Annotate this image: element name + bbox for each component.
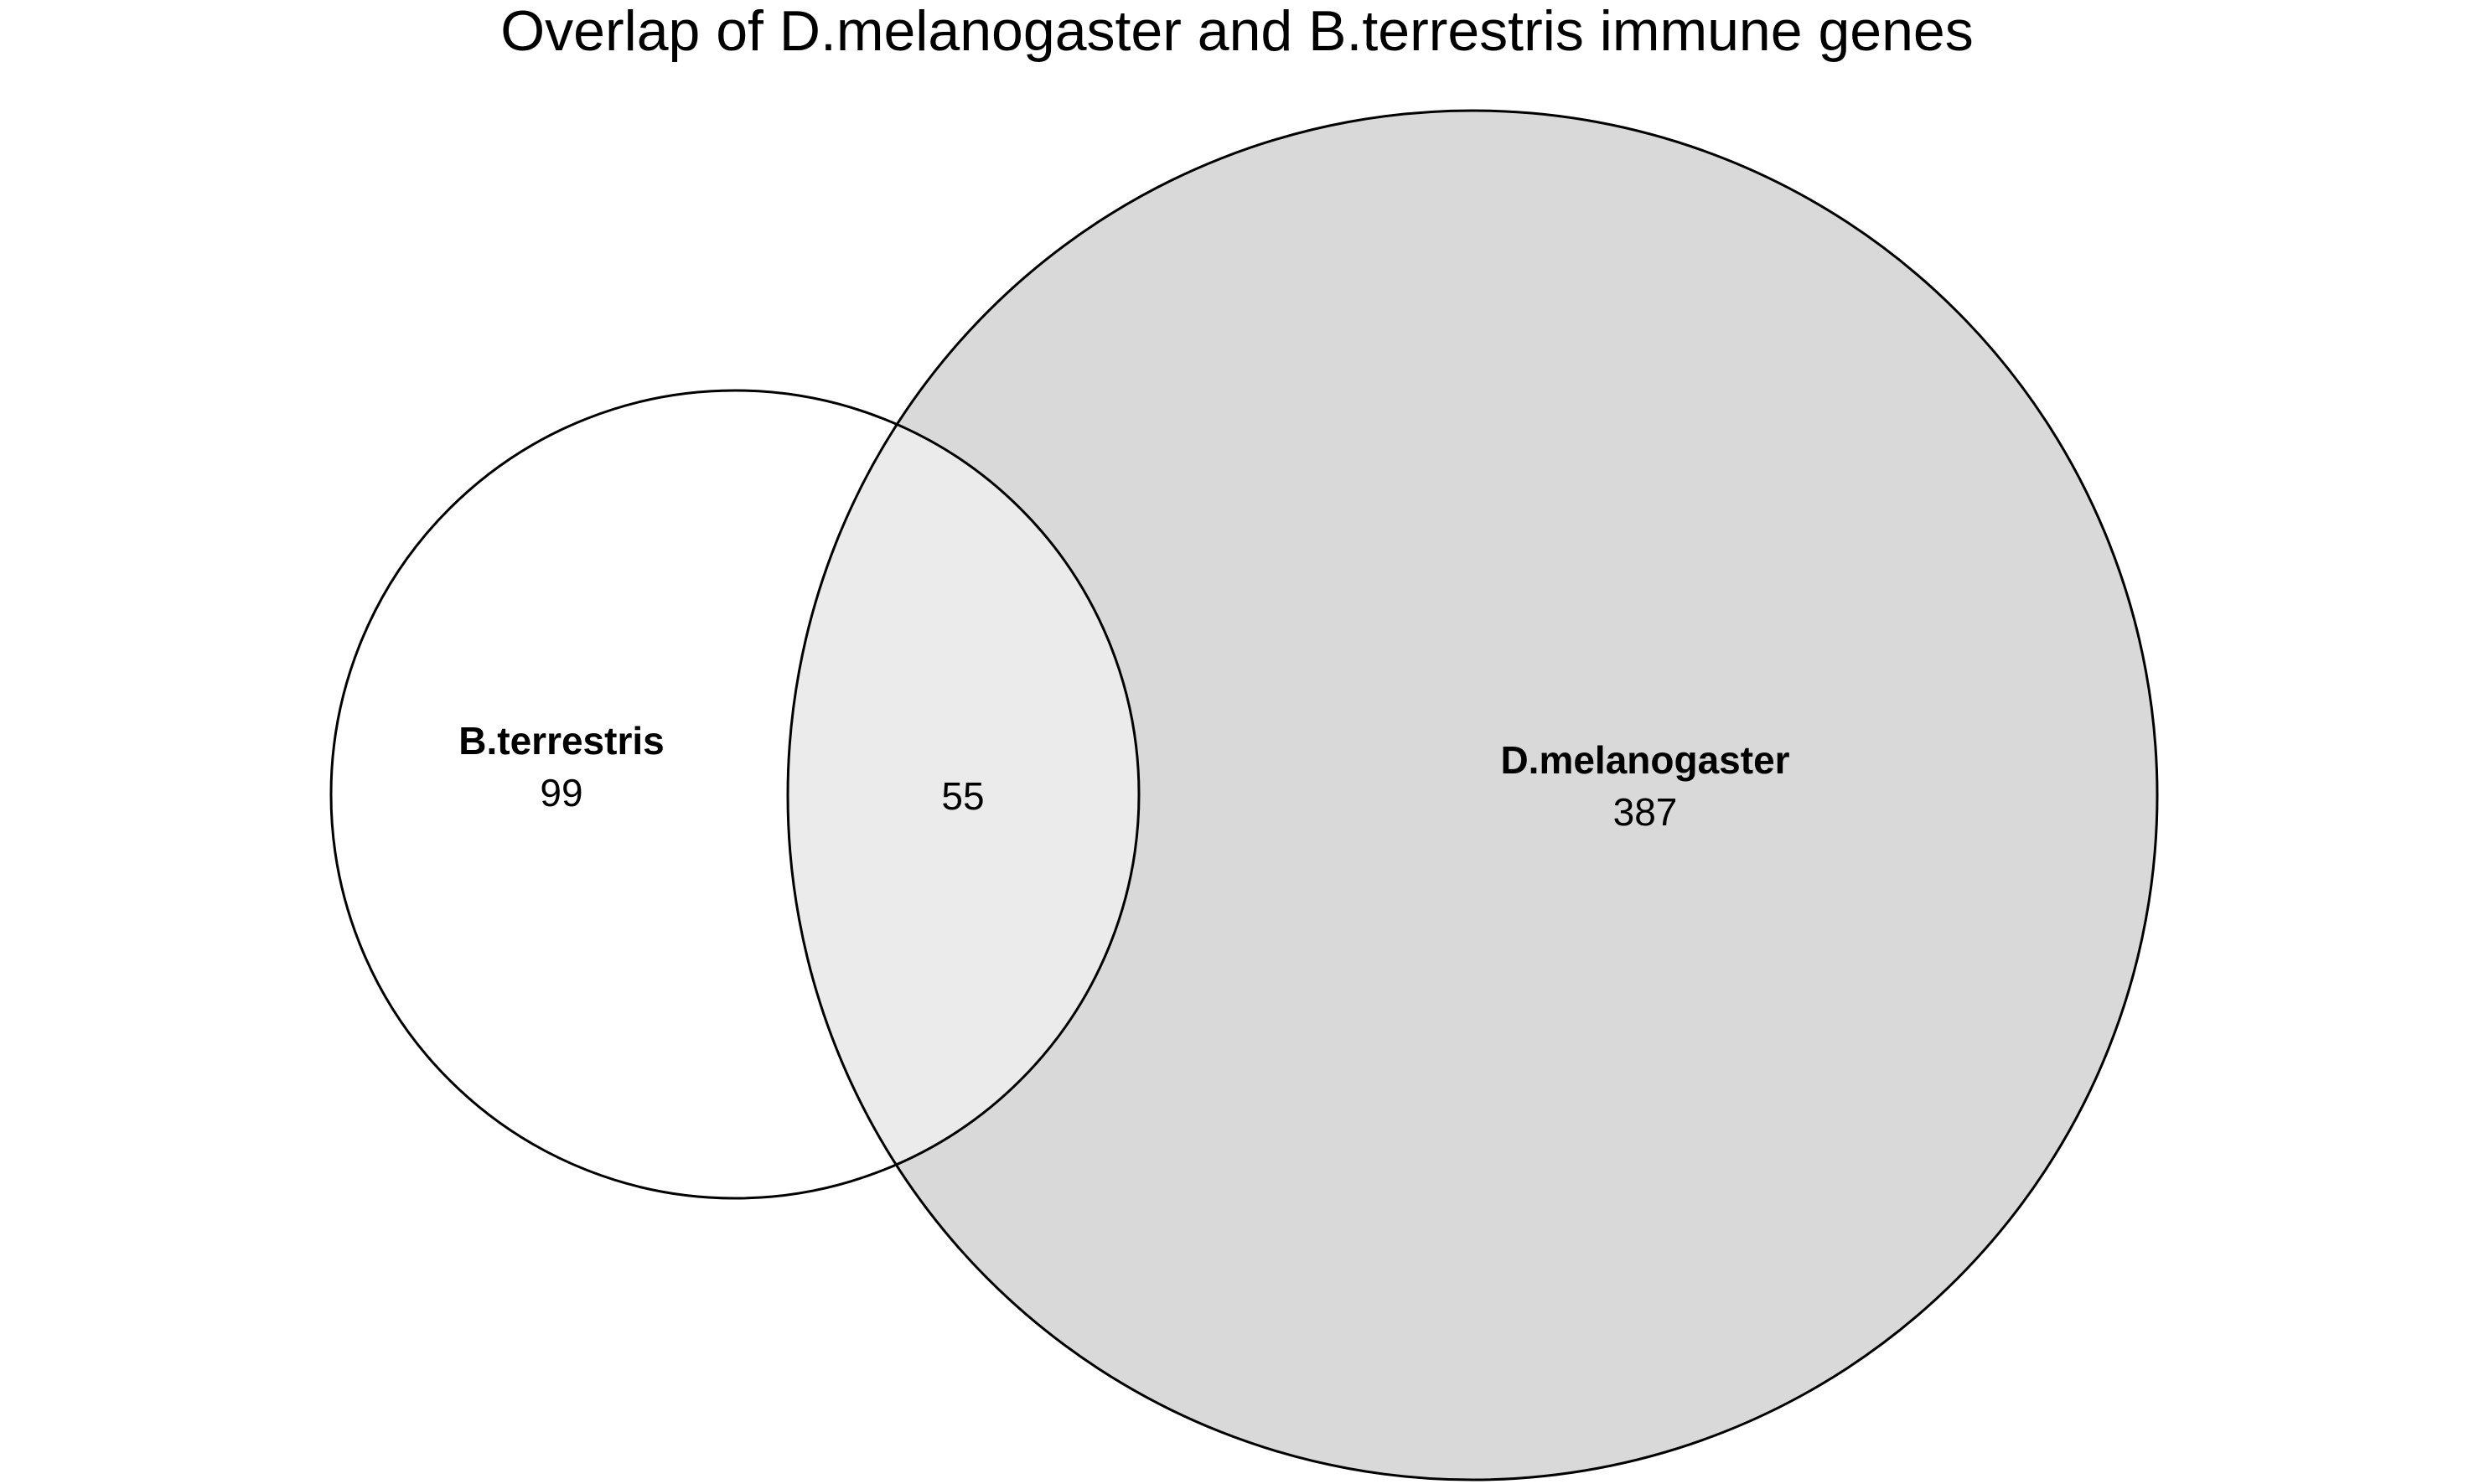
b-terrestris-outline: [329, 389, 1141, 1200]
b-terrestris-label: B.terrestris: [458, 719, 664, 763]
d-melanogaster-label: D.melanogaster: [1500, 738, 1789, 782]
diagram-title: Overlap of D.melanogaster and B.terrestr…: [500, 0, 1973, 63]
d-melanogaster-count: 387: [1613, 790, 1678, 834]
b-terrestris-count: 99: [540, 771, 582, 814]
d-melanogaster-outline: [786, 109, 2159, 1481]
d-melanogaster-circle: [788, 111, 2157, 1480]
intersection-count: 55: [941, 774, 984, 818]
